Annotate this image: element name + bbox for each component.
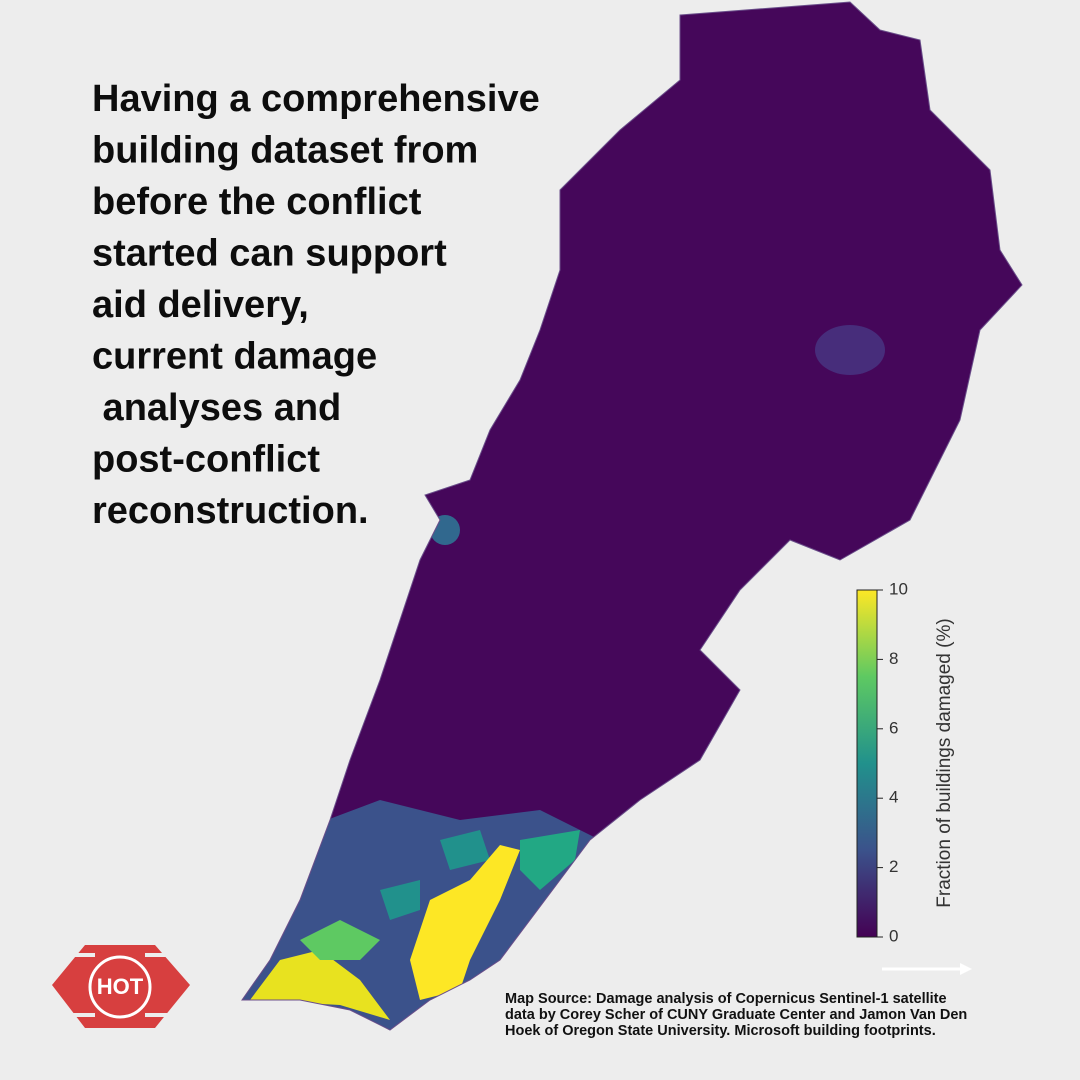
headline-line: reconstruction. (92, 490, 369, 532)
arrow-head (960, 963, 972, 975)
colorbar-tick-label: 10 (889, 579, 908, 598)
source: Map Source: Damage analysis of Copernicu… (505, 991, 967, 1039)
headline-line: before the conflict (92, 181, 422, 223)
source-line: data by Corey Scher of CUNY Graduate Cen… (505, 1007, 967, 1023)
source-line: Hoek of Oregon State University. Microso… (505, 1023, 936, 1039)
logo-text: HOT (97, 974, 144, 999)
headline-line: Having a comprehensive (92, 78, 540, 120)
logo: HOT (52, 945, 190, 1028)
colorbar-label: Fraction of buildings damaged (%) (934, 618, 955, 907)
colorbar-ticks: 0 2 4 6 8 10 (877, 579, 908, 945)
headline-line: started can support (92, 233, 447, 275)
colorbar-tick-label: 0 (889, 926, 898, 945)
headline-line: post-conflict (92, 439, 320, 481)
colorbar-tick-label: 2 (889, 857, 898, 876)
headline-line: aid delivery, (92, 284, 309, 326)
colorbar (856, 589, 878, 938)
headline-line: current damage (92, 336, 377, 378)
headline: Having a comprehensive building dataset f… (92, 78, 540, 532)
headline-line: analyses and (92, 387, 341, 429)
colorbar-tick-label: 6 (889, 718, 898, 737)
colorbar-tick-label: 4 (889, 788, 898, 807)
source-line: Map Source: Damage analysis of Copernicu… (505, 991, 947, 1007)
colorbar-tick-label: 8 (889, 649, 898, 668)
headline-line: building dataset from (92, 130, 478, 172)
